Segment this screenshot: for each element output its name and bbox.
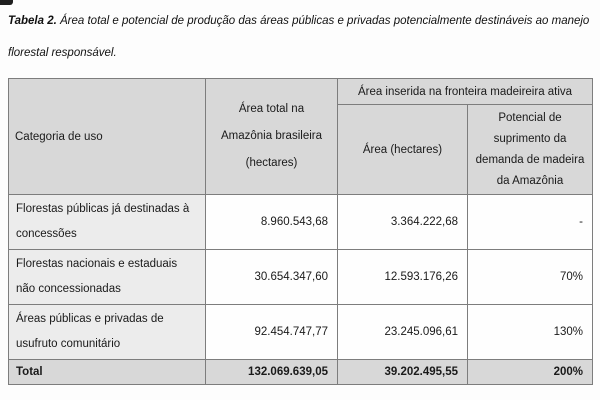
cell-total-label: Total xyxy=(8,359,206,385)
column-header-area-total-line: (hectares) xyxy=(245,157,298,169)
table-row: Florestas nacionais e estaduais não conc… xyxy=(8,249,594,305)
column-header-area: Área (hectares) xyxy=(337,104,468,195)
column-header-potencial: Potencial de suprimento da demanda de ma… xyxy=(466,104,594,195)
cell-categoria: Áreas públicas e privadas de usufruto co… xyxy=(8,304,206,360)
cell-total-area: 39.202.495,55 xyxy=(337,359,468,385)
cell-potencial: 130% xyxy=(466,304,594,360)
cell-potencial: - xyxy=(466,194,594,250)
column-header-potencial-line: suprimento da xyxy=(493,132,567,145)
table-caption-text-line2: florestal responsável. xyxy=(8,47,117,59)
table-group-header-row: Categoria de uso Área total na Amazônia … xyxy=(8,78,594,195)
column-header-area-total-line: Área total na xyxy=(238,103,305,115)
table-total-row: Total 132.069.639,05 39.202.495,55 200% xyxy=(8,359,594,385)
table-row: Florestas públicas já destinadas à conce… xyxy=(8,194,594,250)
scan-edge-artifact xyxy=(0,0,13,5)
production-area-table: Categoria de uso Área total na Amazônia … xyxy=(8,78,594,385)
cell-area: 23.245.096,61 xyxy=(337,304,468,360)
cell-area: 3.364.222,68 xyxy=(337,194,468,250)
cell-total-potencial: 200% xyxy=(466,359,594,385)
cell-area: 12.593.176,26 xyxy=(337,249,468,305)
column-header-potencial-line: Potencial de xyxy=(498,111,562,124)
table-caption: Tabela 2. Área total e potencial de prod… xyxy=(8,5,596,69)
cell-categoria: Florestas públicas já destinadas à conce… xyxy=(8,194,206,250)
column-header-potencial-line: da Amazônia xyxy=(496,174,564,187)
column-header-potencial-line: demanda de madeira xyxy=(475,153,585,166)
table-caption-text-line1: Área total e potencial de produção das á… xyxy=(56,15,590,27)
cell-categoria: Florestas nacionais e estaduais não conc… xyxy=(8,249,206,305)
table-caption-label: Tabela 2. xyxy=(8,15,57,27)
column-header-categoria: Categoria de uso xyxy=(8,78,206,195)
group-header-fronteira: Área inserida na fronteira madeireira at… xyxy=(336,78,594,105)
table-sub-header-row: Área (hectares) Potencial de suprimento … xyxy=(9,104,594,195)
cell-area-total: 92.454.747,77 xyxy=(205,304,338,360)
table-row: Áreas públicas e privadas de usufruto co… xyxy=(8,304,594,360)
column-header-area-total-line: Amazônia brasileira xyxy=(221,130,322,142)
cell-potencial: 70% xyxy=(466,249,594,305)
cell-area-total: 8.960.543,68 xyxy=(205,194,338,250)
column-header-area-total: Área total na Amazônia brasileira (hecta… xyxy=(205,78,338,195)
cell-total-area-total: 132.069.639,05 xyxy=(205,359,338,385)
cell-area-total: 30.654.347,60 xyxy=(205,249,338,305)
